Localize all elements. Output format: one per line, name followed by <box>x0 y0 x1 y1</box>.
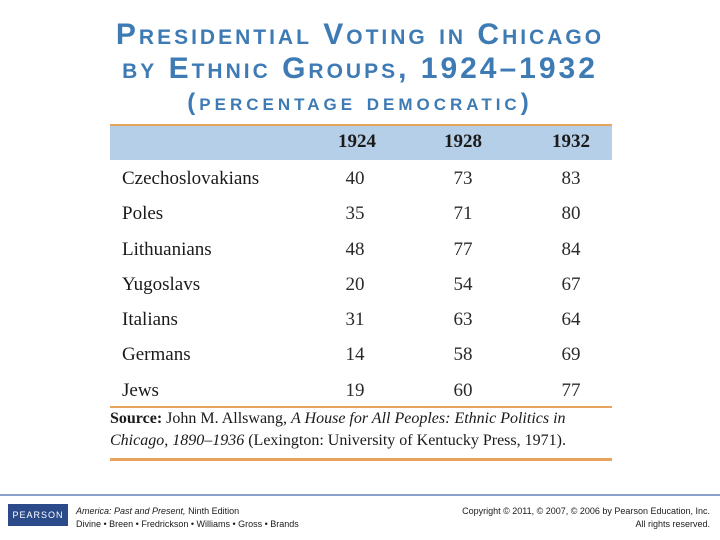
group-name: Jews <box>122 379 159 401</box>
table-body: Czechoslovakians 40 73 83 Poles 35 71 80… <box>110 164 612 411</box>
table-row: Yugoslavs 20 54 67 <box>110 270 612 305</box>
footer-copyright: Copyright © 2011, © 2007, © 2006 by Pear… <box>462 505 710 531</box>
value-1924: 35 <box>345 203 365 225</box>
value-1932: 80 <box>561 203 581 225</box>
footer-divider <box>0 494 720 496</box>
footer-book-info: America: Past and Present, Ninth Edition… <box>76 505 299 531</box>
source-author: John M. Allswang, <box>166 410 288 427</box>
table-row: Italians 31 63 64 <box>110 305 612 340</box>
copyright-line: Copyright © 2011, © 2007, © 2006 by Pear… <box>462 506 710 516</box>
pearson-logo: PEARSON <box>8 504 68 526</box>
header-1928: 1928 <box>444 131 482 152</box>
header-1932: 1932 <box>552 131 590 152</box>
source-book-title: A House for All Peoples: Ethnic Politics… <box>110 410 566 449</box>
table-row: Germans 14 58 69 <box>110 340 612 375</box>
source-divider <box>110 406 612 408</box>
value-1924: 14 <box>345 344 365 366</box>
value-1928: 73 <box>453 168 473 189</box>
value-1928: 71 <box>453 203 473 225</box>
value-1932: 84 <box>561 238 581 260</box>
value-1924: 40 <box>345 168 365 189</box>
source-publisher: (Lexington: University of Kentucky Press… <box>248 432 566 449</box>
value-1932: 64 <box>561 309 581 331</box>
table-bottom-rule <box>110 458 612 461</box>
footer-edition: Ninth Edition <box>188 506 240 516</box>
value-1928: 58 <box>453 344 473 366</box>
group-name: Italians <box>122 309 178 331</box>
title-line-2: by Ethnic Groups, 1924–1932 <box>122 52 598 85</box>
header-1924: 1924 <box>338 131 376 152</box>
footer-book-title: America: Past and Present, <box>76 506 186 516</box>
table-row: Poles 35 71 80 <box>110 199 612 234</box>
source-citation: Source: John M. Allswang, A House for Al… <box>110 408 612 452</box>
table-row: Lithuanians 48 77 84 <box>110 235 612 270</box>
value-1928: 77 <box>453 238 473 260</box>
value-1924: 20 <box>345 273 365 295</box>
slide-title: Presidential Voting in Chicago by Ethnic… <box>0 18 720 120</box>
table-header-row: 1924 1928 1932 <box>110 124 612 160</box>
group-name: Lithuanians <box>122 238 212 260</box>
value-1924: 31 <box>345 309 365 331</box>
value-1928: 54 <box>453 273 473 295</box>
value-1932: 83 <box>561 168 581 189</box>
value-1924: 19 <box>345 379 365 401</box>
group-name: Czechoslovakians <box>122 168 260 189</box>
group-name: Germans <box>122 344 191 366</box>
value-1928: 63 <box>453 309 473 331</box>
title-line-3: (percentage democratic) <box>187 89 533 116</box>
group-name: Yugoslavs <box>122 273 201 295</box>
rights-line: All rights reserved. <box>635 519 710 529</box>
voting-table: 1924 1928 1932 Czechoslovakians 40 73 83… <box>110 124 612 460</box>
table-row: Jews 19 60 77 <box>110 376 612 411</box>
source-label: Source: <box>110 410 163 427</box>
value-1932: 67 <box>561 273 581 295</box>
table-row: Czechoslovakians 40 73 83 <box>110 164 612 199</box>
value-1928: 60 <box>453 379 473 401</box>
footer-authors: Divine • Breen • Fredrickson • Williams … <box>76 519 299 529</box>
value-1924: 48 <box>345 238 365 260</box>
group-name: Poles <box>122 203 164 225</box>
value-1932: 77 <box>561 379 581 401</box>
value-1932: 69 <box>561 344 581 366</box>
title-line-1: Presidential Voting in Chicago <box>115 18 605 51</box>
